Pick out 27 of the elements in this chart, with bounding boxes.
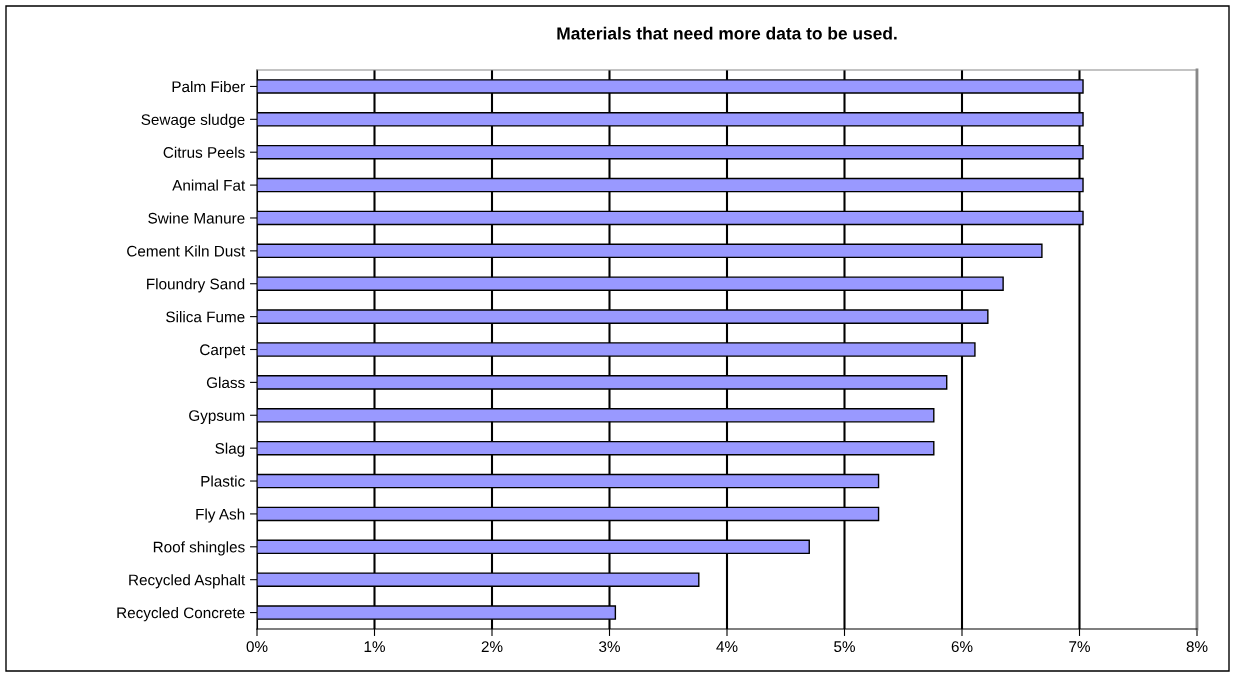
y-tick-label: Cement Kiln Dust	[127, 245, 246, 257]
y-tick-label: Swine Manure	[148, 212, 245, 224]
x-tick-label: 5%	[834, 641, 855, 653]
x-tick-label: 1%	[364, 641, 385, 652]
x-tick-label: 7%	[1069, 641, 1090, 652]
y-tick-label: Palm Fiber	[172, 80, 245, 93]
y-tick-label: Roof shingles	[153, 541, 245, 556]
y-tick-label: Fly Ash	[196, 508, 245, 523]
x-tick-label: 2%	[481, 641, 503, 652]
x-tick-label: 8%	[1186, 641, 1208, 653]
y-tick-label: Gypsum	[189, 410, 245, 424]
x-tick-label: 4%	[716, 641, 738, 652]
x-tick-label: 3%	[599, 641, 620, 653]
x-tick-label: 6%	[951, 641, 973, 653]
y-tick-label: Carpet	[200, 344, 246, 359]
x-tick-label: 0%	[246, 641, 268, 653]
y-tick-label: Floundry Sand	[147, 278, 245, 293]
y-tick-label: Slag	[215, 442, 245, 457]
chart-title: Materials that need more data to be used.	[557, 26, 897, 40]
y-tick-label: Sewage sludge	[141, 113, 245, 129]
y-tick-label: Animal Fat	[172, 179, 246, 191]
y-tick-label: Glass	[206, 376, 245, 389]
y-tick-label: Recycled Asphalt	[129, 574, 246, 589]
y-tick-label: Silica Fume	[166, 311, 245, 323]
y-tick-label: Recycled Concrete	[117, 607, 245, 622]
y-tick-label: Plastic	[201, 475, 245, 487]
y-tick-label: Citrus Peels	[163, 146, 245, 158]
